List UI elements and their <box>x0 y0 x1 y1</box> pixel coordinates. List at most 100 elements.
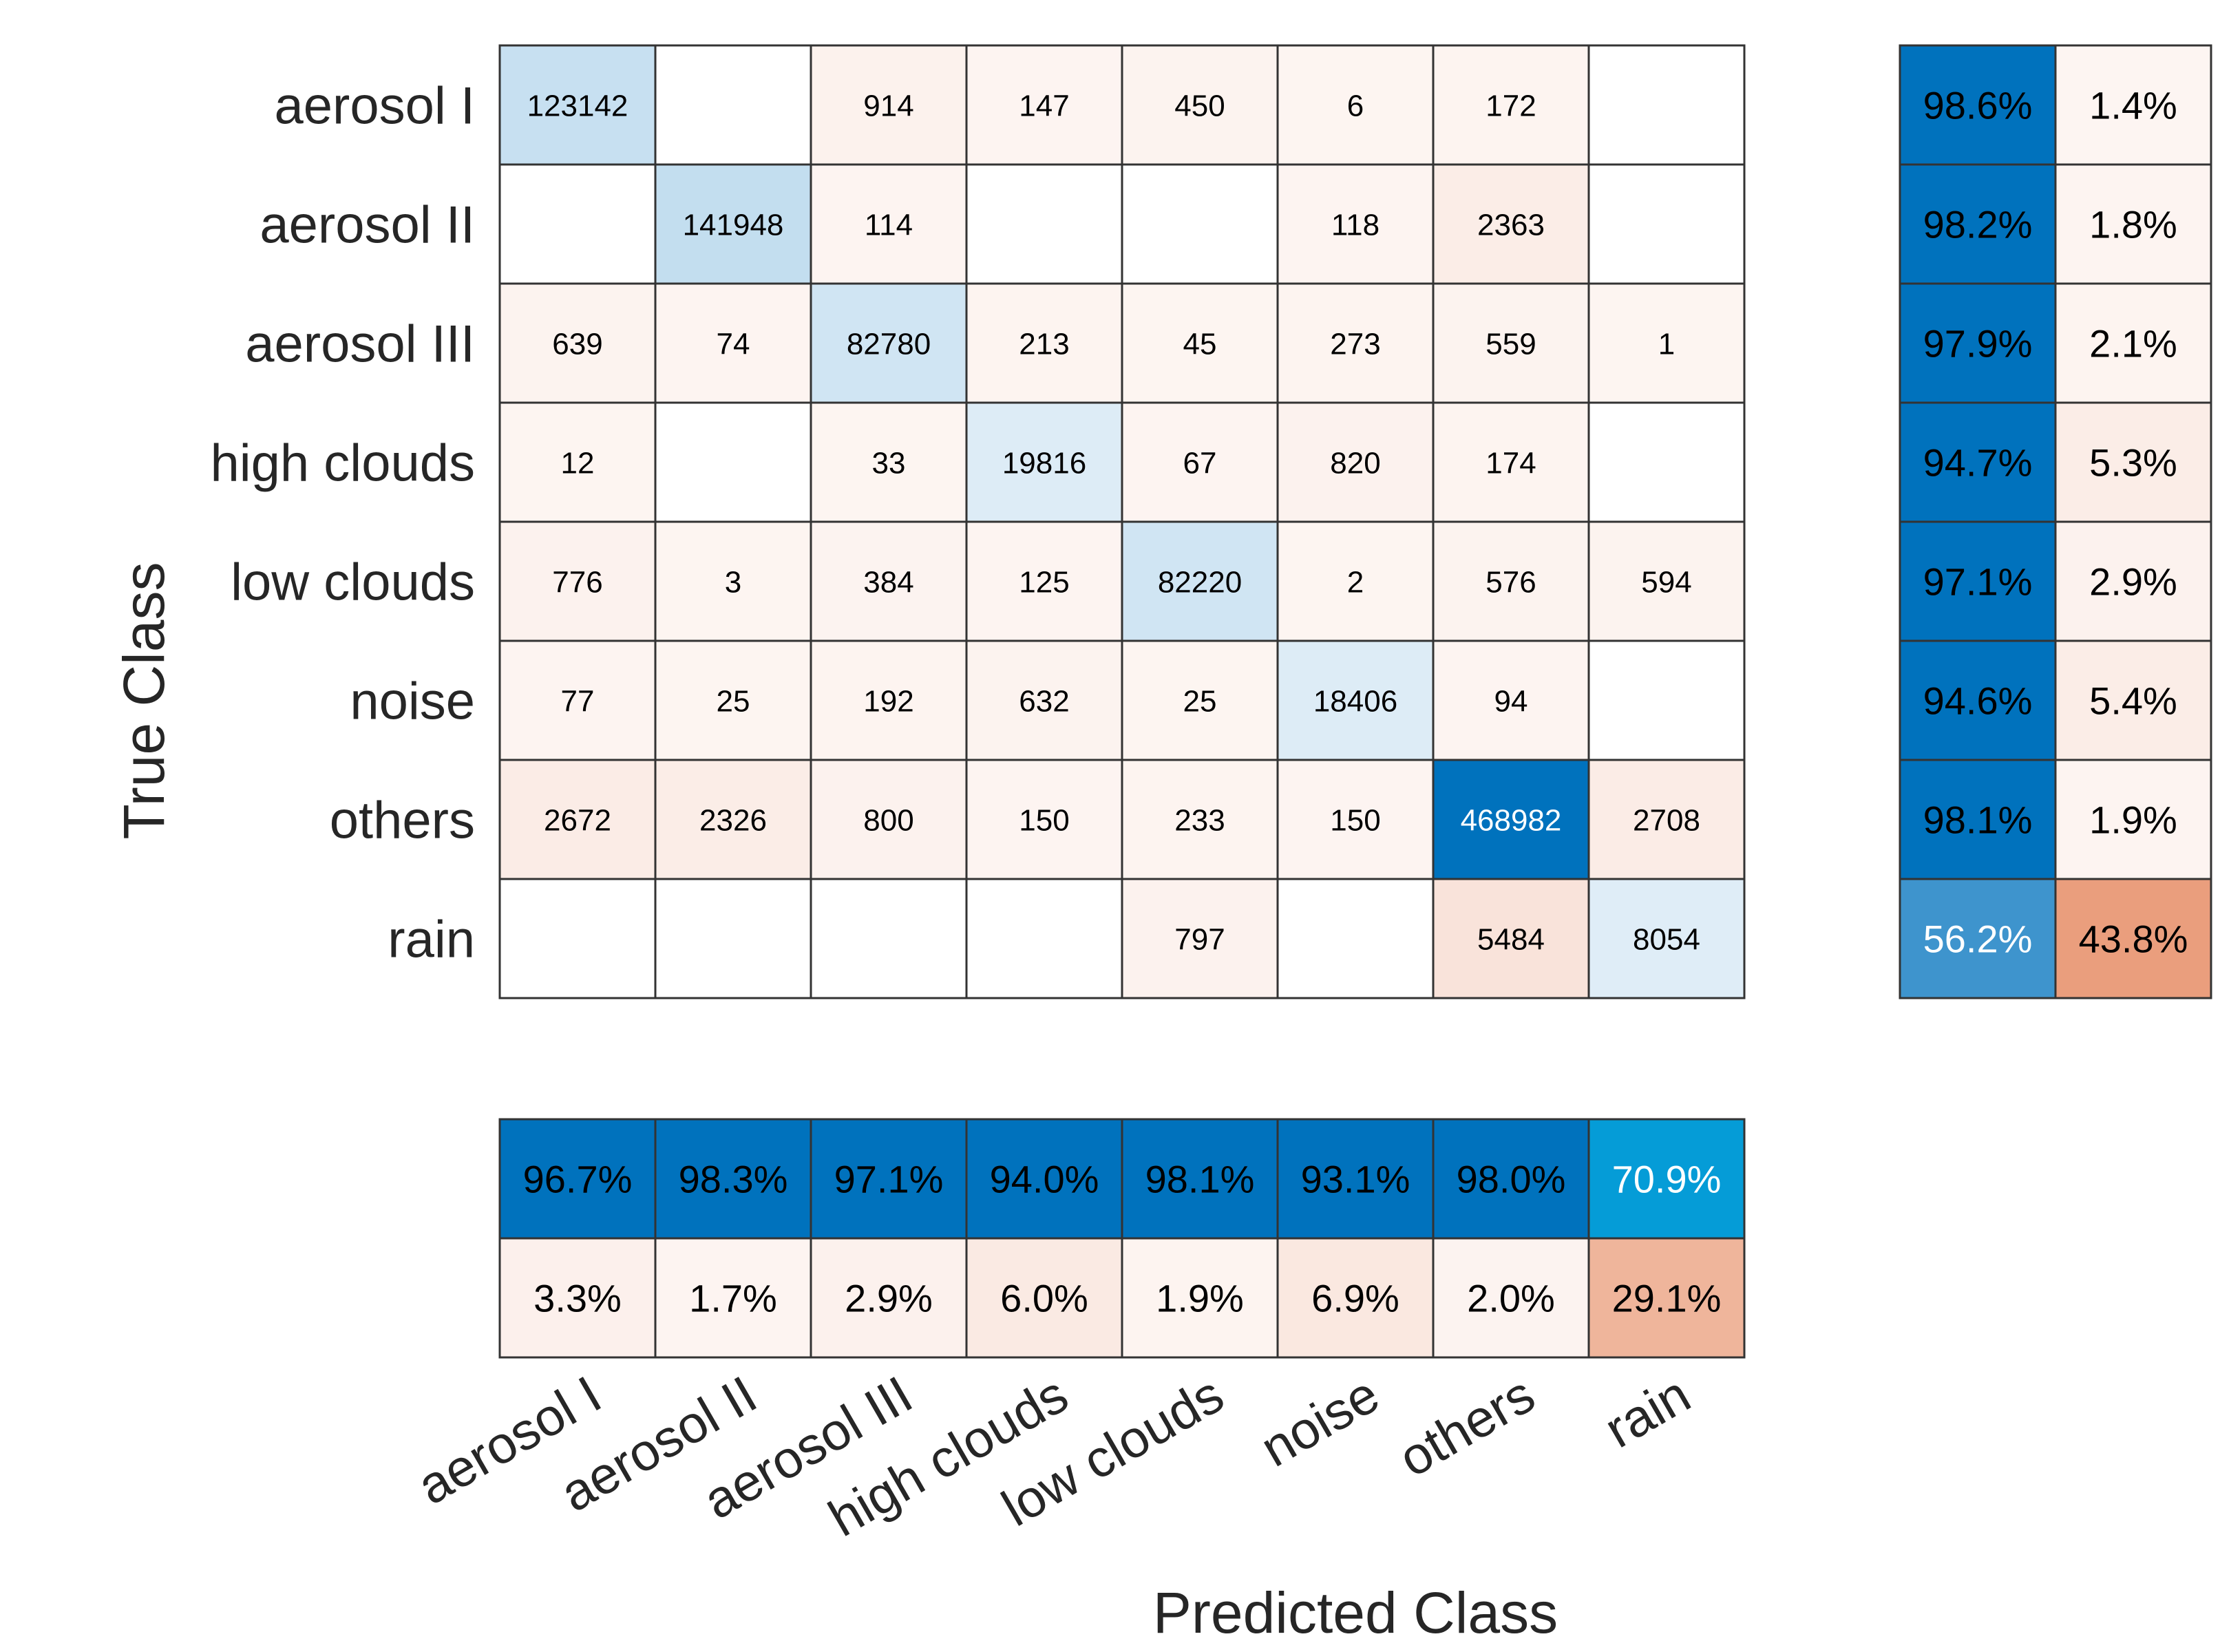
column-summary: 96.7% 3.3% 98.3% 1.7% 97.1% 2.9% 94.0% 6.0% 98.1… <box>498 1118 1746 1359</box>
y-axis-label: True Class <box>112 562 176 840</box>
matrix-cell-label: 94 <box>1494 684 1528 718</box>
matrix-cell <box>1587 401 1746 523</box>
matrix-cell <box>1587 163 1746 285</box>
matrix-cell-label: 67 <box>1183 446 1217 480</box>
matrix-cell-label: 77 <box>561 684 595 718</box>
y-tick-label: aerosol II <box>260 196 475 255</box>
matrix-cell-label: 594 <box>1641 565 1691 599</box>
row-summary-incorrect-cell-label: 2.9% <box>2089 560 2177 604</box>
matrix-cell <box>1121 163 1279 285</box>
matrix-cell <box>965 759 1123 880</box>
matrix-cell-label: 125 <box>1019 565 1069 599</box>
matrix-cell <box>1121 878 1279 999</box>
matrix-cell-label: 33 <box>872 446 906 480</box>
col-summary-incorrect-cell <box>810 1237 968 1359</box>
matrix-cell-label: 273 <box>1330 327 1380 361</box>
matrix-cell-label: 2708 <box>1633 803 1700 837</box>
matrix-cell <box>1587 282 1746 404</box>
matrix-cell <box>1587 44 1746 166</box>
matrix-cell <box>1121 520 1279 642</box>
matrix-cell-label: 118 <box>1331 208 1379 242</box>
matrix-cell-label: 800 <box>863 803 913 837</box>
row-summary-correct-cell-label: 97.1% <box>1923 560 2033 604</box>
matrix-cell <box>1432 759 1590 880</box>
matrix-cell-label: 2 <box>1347 565 1364 599</box>
matrix-cell-label: 233 <box>1174 803 1225 837</box>
matrix-cell-label: 18406 <box>1313 684 1397 718</box>
col-summary-incorrect-cell-label: 1.9% <box>1156 1277 1244 1320</box>
matrix-cell <box>1432 163 1590 285</box>
matrix-cell-label: 150 <box>1330 803 1380 837</box>
matrix-cell-label: 3 <box>725 565 741 599</box>
row-summary-incorrect-cell-label: 1.9% <box>2089 798 2177 842</box>
matrix-cell <box>1432 44 1590 166</box>
col-summary-correct-cell-label: 93.1% <box>1301 1158 1410 1201</box>
col-summary-incorrect-cell <box>654 1237 812 1359</box>
matrix-cell <box>965 163 1123 285</box>
col-summary-correct-cell-label: 94.0% <box>990 1158 1099 1201</box>
matrix-cell-label: 576 <box>1486 565 1536 599</box>
row-summary-correct-cell <box>1899 520 2057 642</box>
matrix-cell <box>654 401 812 523</box>
col-summary-incorrect-cell <box>498 1237 657 1359</box>
matrix-cell-label: 174 <box>1486 446 1536 480</box>
matrix-cell-label: 192 <box>863 684 913 718</box>
row-summary-correct-cell <box>1899 639 2057 761</box>
x-tick-label: others <box>1389 1365 1544 1488</box>
matrix-cell-label: 559 <box>1486 327 1536 361</box>
y-tick-label: others <box>330 792 475 850</box>
row-summary: 98.6% 1.4% 98.2% 1.8% 97.9% 2.1% 94.7% 5.3% 97.1… <box>1899 44 2212 999</box>
matrix-cell-label: 74 <box>717 327 750 361</box>
matrix-cell <box>810 44 968 166</box>
row-summary-correct-cell-label: 98.1% <box>1923 798 2033 842</box>
matrix-cell-label: 2326 <box>699 803 767 837</box>
matrix-cell-label: 384 <box>863 565 913 599</box>
row-summary-incorrect-cell-label: 43.8% <box>2079 918 2188 961</box>
y-tick-label: aerosol III <box>245 315 475 374</box>
x-tick-label: noise <box>1251 1365 1389 1478</box>
col-summary-incorrect-cell-label: 2.9% <box>845 1277 933 1320</box>
col-summary-incorrect-cell-label: 2.0% <box>1467 1277 1555 1320</box>
matrix-cell <box>1276 282 1435 404</box>
matrix-cell <box>654 878 812 999</box>
matrix-cell <box>1587 639 1746 761</box>
matrix-cell-label: 82780 <box>847 327 931 361</box>
matrix-cell <box>498 520 657 642</box>
col-summary-correct-cell <box>654 1118 812 1240</box>
row-summary-incorrect-cell <box>2054 878 2212 999</box>
matrix-cell-label: 450 <box>1174 89 1225 123</box>
row-summary-incorrect-cell <box>2054 282 2212 404</box>
col-summary-correct-cell-label: 97.1% <box>834 1158 944 1201</box>
matrix-cell <box>498 759 657 880</box>
row-summary-incorrect-cell-label: 1.8% <box>2089 203 2177 246</box>
matrix-cell <box>810 878 968 999</box>
matrix-cell-label: 172 <box>1486 89 1536 123</box>
col-summary-incorrect-cell-label: 3.3% <box>533 1277 622 1320</box>
col-summary-correct-cell <box>1587 1118 1746 1240</box>
row-summary-incorrect-cell-label: 1.4% <box>2089 84 2177 127</box>
col-summary-incorrect-cell-label: 1.7% <box>689 1277 777 1320</box>
matrix-cell <box>1432 520 1590 642</box>
col-summary-correct-cell-label: 98.0% <box>1457 1158 1566 1201</box>
matrix-cell <box>1432 878 1590 999</box>
x-tick-label: rain <box>1595 1365 1700 1459</box>
matrix-cell <box>810 759 968 880</box>
matrix-cell-label: 147 <box>1019 89 1069 123</box>
matrix-cells: 123142 914 147 450 6 172 141948 114 118 2363 639 74… <box>498 44 1746 999</box>
matrix-cell <box>965 401 1123 523</box>
matrix-cell-label: 141948 <box>683 208 784 242</box>
y-tick-label: rain <box>388 911 475 969</box>
matrix-cell <box>810 520 968 642</box>
col-summary-incorrect-cell <box>1587 1237 1746 1359</box>
matrix-cell <box>1121 44 1279 166</box>
y-tick-labels: aerosol I aerosol II aerosol III high cloud… <box>211 77 476 969</box>
matrix-cell <box>965 44 1123 166</box>
matrix-cell <box>965 282 1123 404</box>
matrix-cell-label: 1 <box>1658 327 1675 361</box>
row-summary-incorrect-cell-label: 2.1% <box>2089 322 2177 366</box>
matrix-cell <box>1276 759 1435 880</box>
matrix-cell-label: 6 <box>1347 89 1364 123</box>
col-summary-incorrect-cell-label: 6.9% <box>1311 1277 1399 1320</box>
matrix-cell-label: 2672 <box>544 803 611 837</box>
